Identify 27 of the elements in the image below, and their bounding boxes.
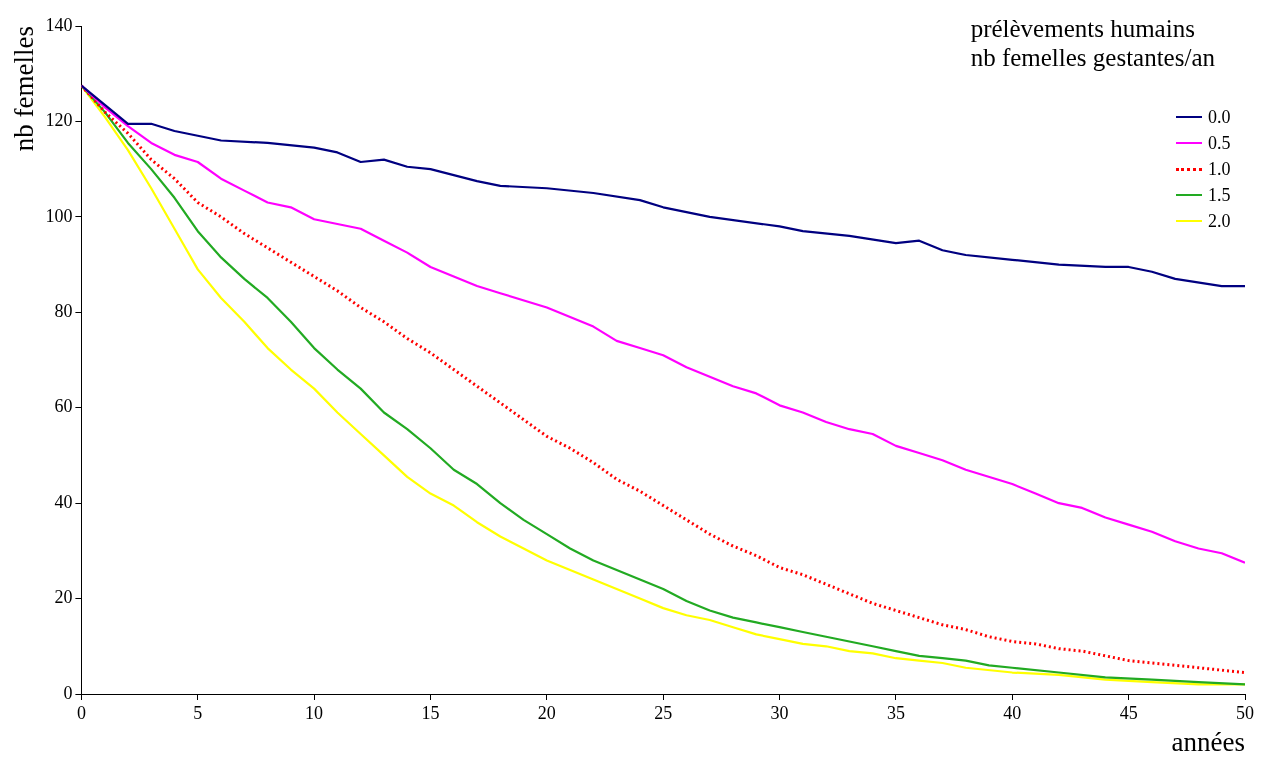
y-tick-label: 0 — [63, 682, 73, 703]
y-tick-label: 60 — [54, 396, 73, 417]
y-tick-label: 20 — [54, 587, 73, 608]
legend-label: 0.5 — [1208, 132, 1231, 154]
x-tick-label: 10 — [305, 702, 324, 723]
x-tick-label: 20 — [537, 702, 556, 723]
legend-label: 0.0 — [1208, 106, 1231, 128]
x-axis-title: années — [1171, 726, 1245, 757]
x-tick-label: 45 — [1119, 702, 1138, 723]
x-tick-label: 25 — [654, 702, 673, 723]
y-axis-title: nb femelles — [9, 26, 40, 152]
x-tick-label: 30 — [770, 702, 789, 723]
x-tick-label: 15 — [421, 702, 440, 723]
y-tick-label: 120 — [45, 110, 73, 131]
y-tick-label: 40 — [54, 491, 73, 512]
legend-label: 1.0 — [1208, 158, 1231, 180]
x-tick-label: 35 — [886, 702, 905, 723]
y-tick-label: 100 — [45, 205, 73, 226]
x-tick-label: 40 — [1003, 702, 1022, 723]
legend-title: prélèvements humains nb femelles gestantes/an — [970, 14, 1215, 72]
y-tick-label: 80 — [54, 301, 73, 322]
x-tick-label: 50 — [1236, 702, 1254, 723]
legend-label: 1.5 — [1208, 184, 1231, 206]
y-tick-label: 140 — [45, 14, 73, 35]
legend-label: 2.0 — [1208, 210, 1231, 232]
x-tick-label: 0 — [76, 702, 86, 723]
x-tick-label: 5 — [193, 702, 203, 723]
